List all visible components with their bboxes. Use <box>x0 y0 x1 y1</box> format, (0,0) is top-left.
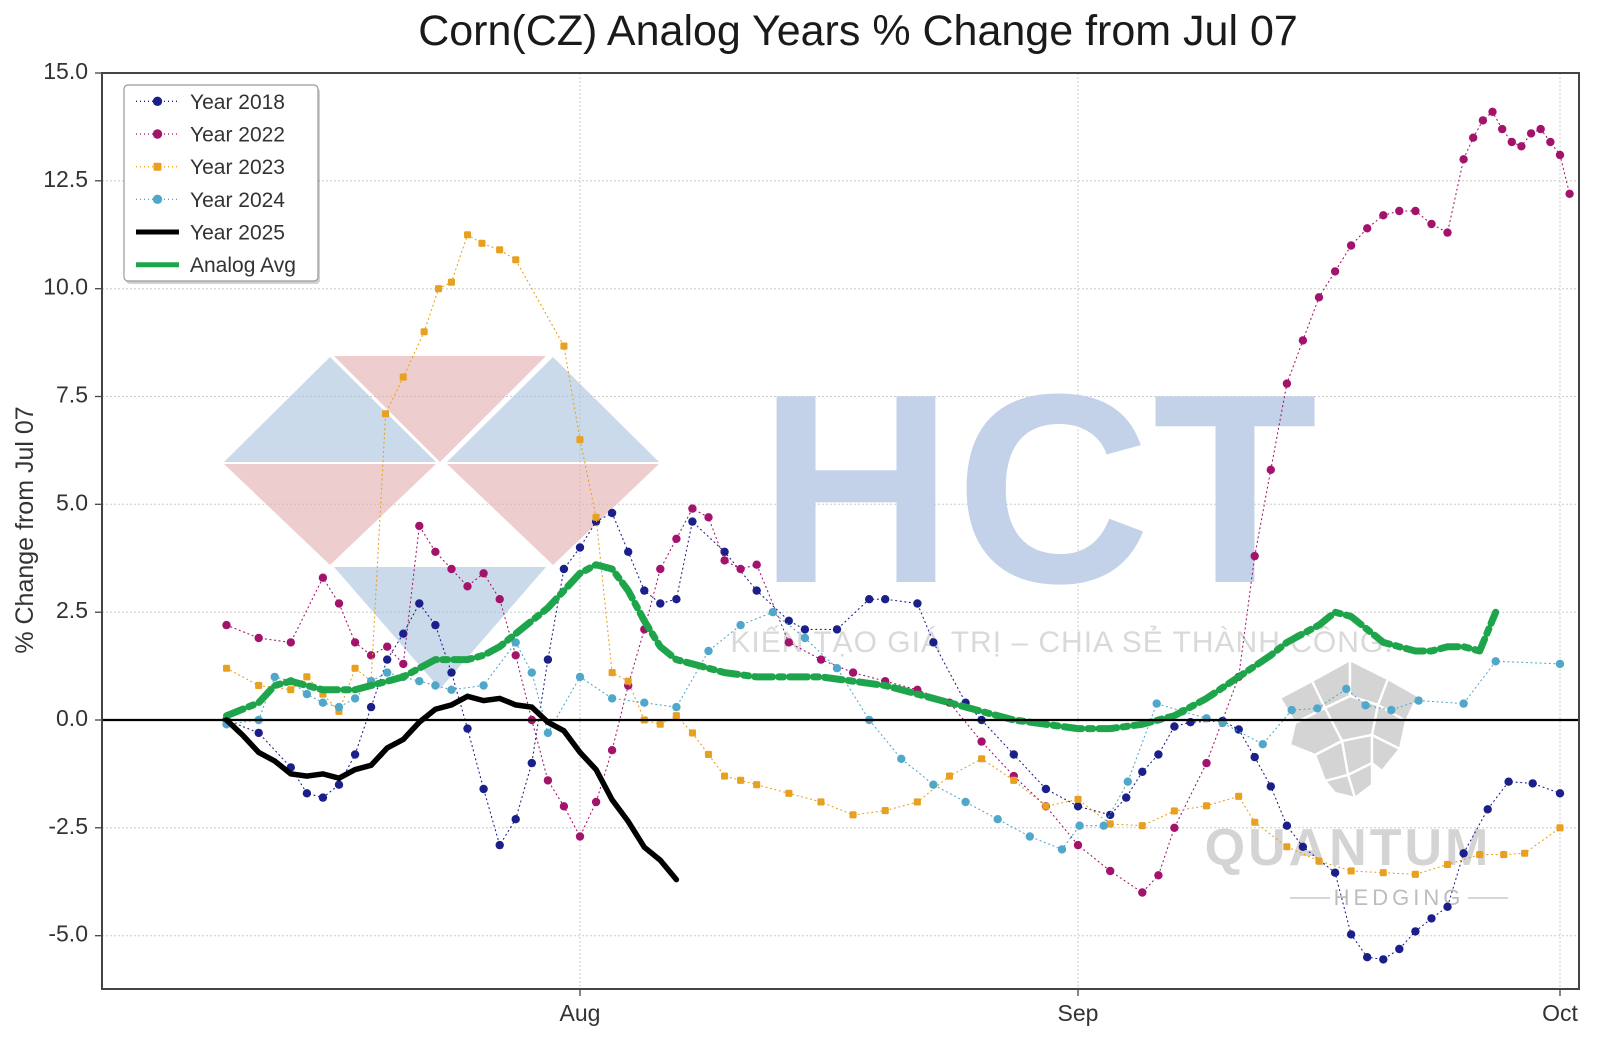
svg-text:7.5: 7.5 <box>56 382 88 408</box>
svg-text:-2.5: -2.5 <box>48 813 88 839</box>
svg-text:0.0: 0.0 <box>56 705 88 731</box>
svg-text:HCT: HCT <box>759 339 1320 640</box>
svg-text:% Change from Jul 07: % Change from Jul 07 <box>11 406 39 653</box>
svg-text:Analog Avg: Analog Avg <box>190 254 296 277</box>
svg-text:Year 2018: Year 2018 <box>190 91 285 114</box>
svg-text:12.5: 12.5 <box>43 166 88 192</box>
svg-text:-5.0: -5.0 <box>48 921 88 947</box>
svg-text:Oct: Oct <box>1542 1000 1578 1026</box>
svg-text:5.0: 5.0 <box>56 489 88 515</box>
svg-text:Year 2022: Year 2022 <box>190 124 285 147</box>
svg-text:10.0: 10.0 <box>43 274 88 300</box>
svg-text:Year 2025: Year 2025 <box>190 222 285 245</box>
svg-text:Year 2024: Year 2024 <box>190 189 285 212</box>
svg-text:2.5: 2.5 <box>56 597 88 623</box>
svg-text:Corn(CZ) Analog Years % Change: Corn(CZ) Analog Years % Change from Jul … <box>418 7 1298 55</box>
svg-text:Sep: Sep <box>1058 1000 1099 1026</box>
svg-text:Aug: Aug <box>560 1000 601 1026</box>
svg-text:15.0: 15.0 <box>43 58 88 84</box>
svg-text:Year 2023: Year 2023 <box>190 156 285 179</box>
